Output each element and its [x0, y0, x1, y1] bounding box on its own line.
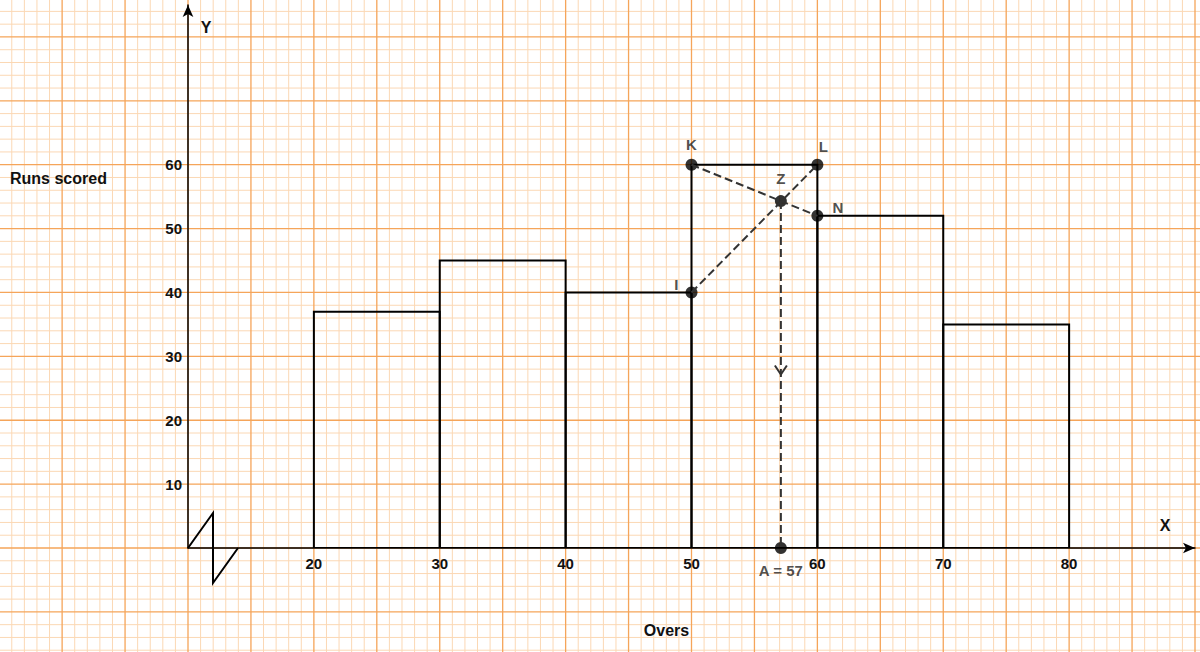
svg-text:10: 10 — [165, 476, 182, 493]
svg-text:A = 57: A = 57 — [759, 562, 803, 579]
svg-text:L: L — [819, 138, 828, 155]
svg-text:Y: Y — [201, 19, 212, 36]
svg-text:50: 50 — [683, 555, 700, 572]
svg-text:X: X — [1160, 517, 1171, 534]
svg-text:30: 30 — [165, 348, 182, 365]
svg-text:30: 30 — [431, 555, 448, 572]
svg-text:Overs: Overs — [644, 622, 689, 639]
svg-text:60: 60 — [165, 156, 182, 173]
svg-text:50: 50 — [165, 220, 182, 237]
svg-text:N: N — [832, 199, 843, 216]
svg-text:Runs scored: Runs scored — [10, 170, 107, 187]
svg-text:60: 60 — [809, 555, 826, 572]
svg-text:Z: Z — [776, 170, 785, 187]
svg-text:K: K — [686, 136, 697, 153]
svg-text:80: 80 — [1061, 555, 1078, 572]
svg-text:20: 20 — [165, 412, 182, 429]
svg-text:I: I — [674, 276, 678, 293]
svg-text:40: 40 — [557, 555, 574, 572]
svg-text:70: 70 — [935, 555, 952, 572]
svg-text:40: 40 — [165, 284, 182, 301]
svg-text:20: 20 — [306, 555, 323, 572]
